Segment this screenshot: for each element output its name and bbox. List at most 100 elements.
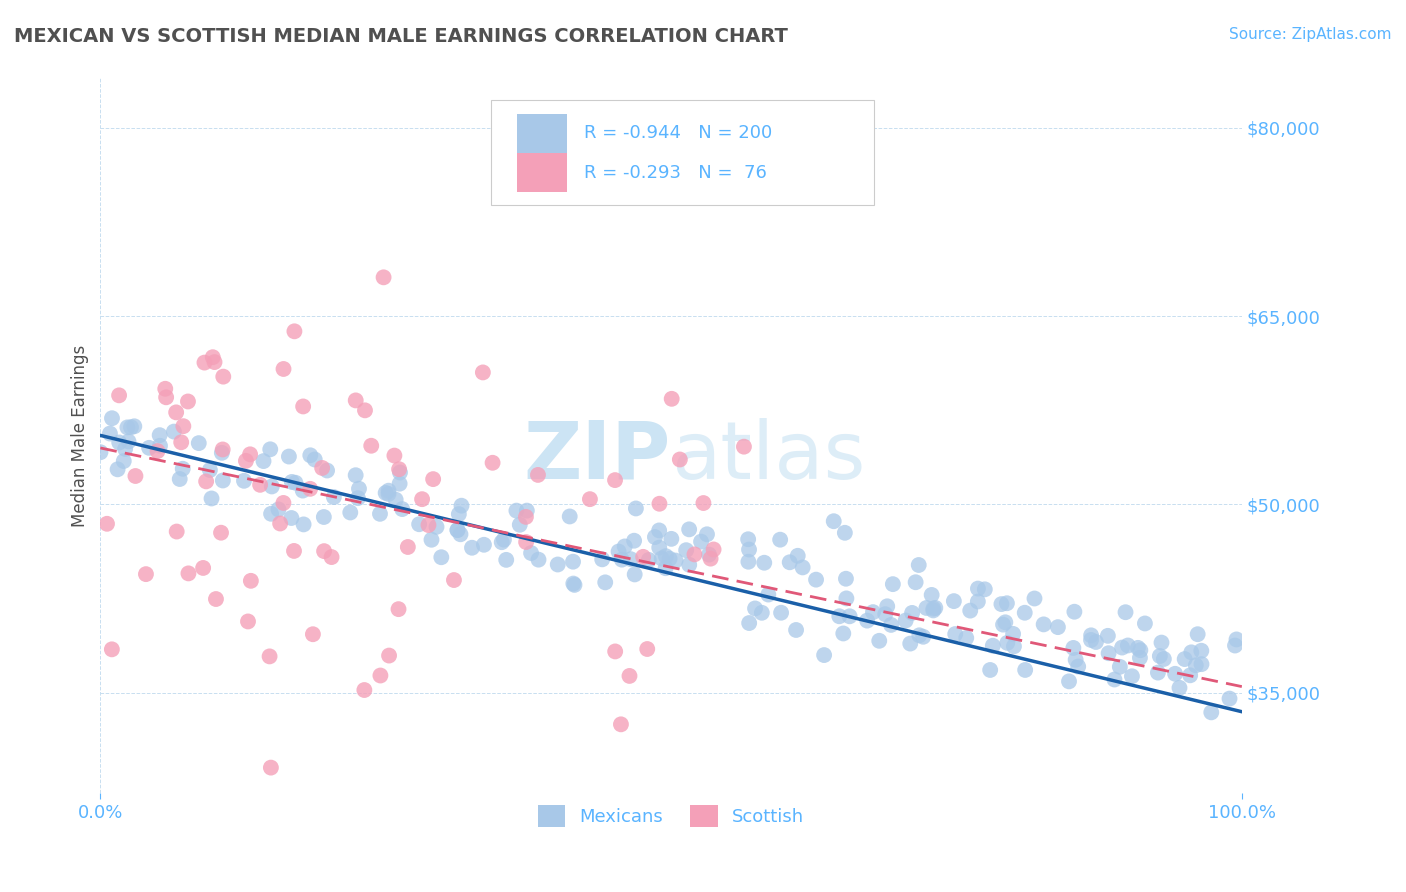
FancyBboxPatch shape xyxy=(517,153,567,192)
Point xyxy=(915,601,938,615)
Point xyxy=(120,420,142,434)
Point xyxy=(792,560,814,574)
Point xyxy=(658,551,681,566)
Point xyxy=(292,517,315,532)
Point xyxy=(1121,669,1143,683)
Point xyxy=(804,573,827,587)
Point xyxy=(212,369,235,384)
Point xyxy=(894,614,917,628)
Point xyxy=(89,445,111,459)
Y-axis label: Median Male Earnings: Median Male Earnings xyxy=(72,344,89,526)
Point xyxy=(1108,660,1130,674)
Point xyxy=(101,411,124,425)
Point xyxy=(593,575,616,590)
Point xyxy=(252,454,274,468)
Point xyxy=(311,461,333,475)
Point xyxy=(166,524,188,539)
Point xyxy=(558,509,581,524)
Point xyxy=(249,478,271,492)
Point xyxy=(737,533,759,547)
Point xyxy=(1002,627,1025,641)
Point xyxy=(624,501,647,516)
Point xyxy=(921,588,943,602)
Point xyxy=(269,516,291,531)
Point xyxy=(737,555,759,569)
Point xyxy=(664,553,686,567)
Point xyxy=(835,572,858,586)
Point xyxy=(384,492,406,507)
Point xyxy=(280,511,302,525)
Point xyxy=(619,669,641,683)
Point xyxy=(411,492,433,507)
Point xyxy=(193,356,215,370)
Point xyxy=(943,627,966,641)
Point xyxy=(177,394,200,409)
Text: R = -0.944   N = 200: R = -0.944 N = 200 xyxy=(585,124,772,143)
Point xyxy=(703,542,725,557)
Point xyxy=(942,594,965,608)
Text: Source: ZipAtlas.com: Source: ZipAtlas.com xyxy=(1229,27,1392,42)
Point xyxy=(610,717,633,731)
Point xyxy=(620,552,643,566)
Point xyxy=(637,553,659,567)
Point xyxy=(908,628,931,642)
Point xyxy=(273,496,295,510)
Point xyxy=(605,644,627,658)
Point xyxy=(613,540,636,554)
Point xyxy=(114,442,136,456)
Point xyxy=(1201,706,1223,720)
Point xyxy=(201,350,224,364)
Point xyxy=(754,556,776,570)
Point xyxy=(481,456,503,470)
Point xyxy=(354,403,377,417)
Point xyxy=(267,502,290,516)
Point xyxy=(515,535,537,549)
Point xyxy=(562,555,585,569)
Point xyxy=(235,454,257,468)
Point xyxy=(316,463,339,477)
Point xyxy=(834,525,856,540)
Point xyxy=(195,475,218,489)
Point xyxy=(211,446,233,460)
Point xyxy=(1147,665,1170,680)
Point xyxy=(314,544,336,558)
Point xyxy=(1174,652,1197,666)
Point xyxy=(447,507,470,521)
Point xyxy=(655,549,678,564)
Point xyxy=(610,552,633,566)
Point xyxy=(1057,674,1080,689)
Point xyxy=(124,419,146,434)
Point xyxy=(856,614,879,628)
Point xyxy=(697,548,720,562)
Point xyxy=(868,633,890,648)
Point xyxy=(117,420,139,434)
Point xyxy=(770,606,793,620)
Point xyxy=(374,486,396,500)
Point xyxy=(603,473,626,487)
Point xyxy=(260,507,283,521)
Point xyxy=(384,449,406,463)
Point xyxy=(124,469,146,483)
Point xyxy=(170,435,193,450)
Point xyxy=(302,627,325,641)
Point xyxy=(260,479,283,493)
Point xyxy=(200,491,222,506)
Point xyxy=(443,573,465,587)
Point xyxy=(696,527,718,541)
Point xyxy=(1067,659,1090,673)
Point xyxy=(299,482,322,496)
Point xyxy=(875,607,897,622)
Point xyxy=(786,549,808,563)
Point xyxy=(283,324,305,338)
Point xyxy=(396,540,419,554)
Point xyxy=(967,582,990,596)
Point xyxy=(360,439,382,453)
Point xyxy=(283,544,305,558)
Point xyxy=(347,482,370,496)
Point xyxy=(1063,605,1085,619)
Point xyxy=(1024,591,1046,606)
Point xyxy=(904,575,927,590)
Point xyxy=(259,442,281,457)
Point xyxy=(177,566,200,581)
Point xyxy=(527,552,550,566)
